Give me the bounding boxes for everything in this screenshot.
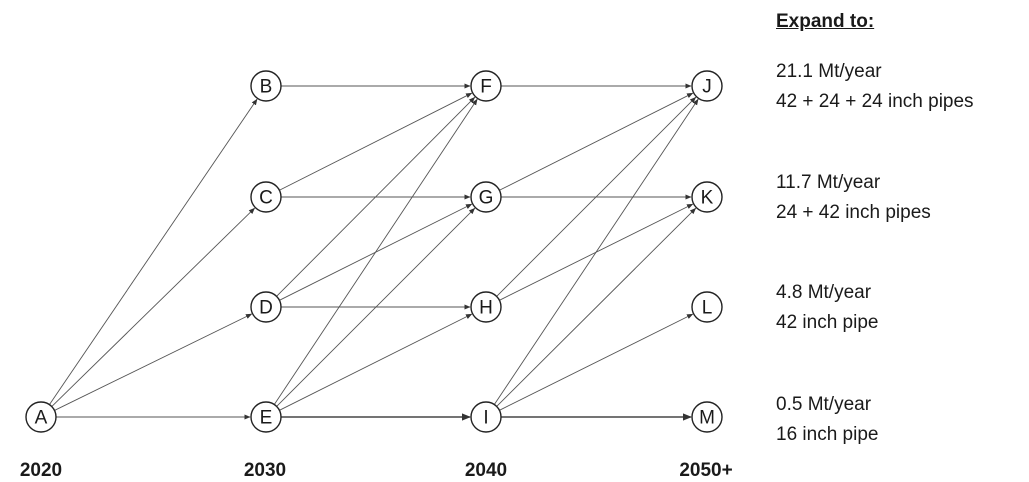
- node-d: D: [250, 291, 282, 323]
- annotation-l: 4.8 Mt/year 42 inch pipe: [776, 278, 878, 338]
- edge-c-f: [279, 92, 473, 191]
- edge-d-f: [276, 96, 476, 297]
- year-label-2050-plus: 2050+: [679, 460, 732, 481]
- annotation-l-capacity: 4.8 Mt/year: [776, 282, 872, 303]
- node-a-label: A: [35, 408, 48, 429]
- node-j-circle: [691, 70, 723, 102]
- year-label-2020: 2020: [20, 460, 62, 481]
- year-label-2040: 2040: [465, 460, 507, 481]
- node-c-label: C: [259, 188, 273, 209]
- node-e-circle: [250, 401, 282, 433]
- node-k-label: K: [701, 188, 714, 209]
- node-d-label: D: [259, 298, 273, 319]
- nodes-layer: A B C D E F G H I J K L M: [25, 70, 723, 433]
- edges-layer: [49, 83, 699, 421]
- edge-a-d: [54, 313, 253, 411]
- node-g-label: G: [479, 188, 494, 209]
- node-j: J: [691, 70, 723, 102]
- annotation-k: 11.7 Mt/year 24 + 42 inch pipes: [776, 168, 931, 228]
- node-m-circle: [691, 401, 723, 433]
- node-c-circle: [250, 181, 282, 213]
- node-j-label: J: [702, 77, 712, 98]
- node-k: K: [691, 181, 723, 213]
- node-a-circle: [25, 401, 57, 433]
- edge-i-k: [496, 207, 697, 407]
- node-g: G: [470, 181, 502, 213]
- edge-g-j: [499, 92, 694, 191]
- node-i: I: [470, 401, 502, 433]
- node-h: H: [470, 291, 502, 323]
- edge-i-l: [499, 313, 694, 411]
- expand-to-heading: Expand to:: [776, 11, 875, 32]
- node-f-label: F: [480, 77, 492, 98]
- node-b: B: [250, 70, 282, 102]
- year-axis: 2020 2030 2040 2050+: [20, 460, 733, 481]
- edge-a-b: [49, 98, 258, 405]
- annotation-l-pipes: 42 inch pipe: [776, 312, 879, 333]
- annotation-m-capacity: 0.5 Mt/year: [776, 394, 872, 415]
- node-m-label: M: [699, 408, 715, 429]
- node-f-circle: [470, 70, 502, 102]
- node-i-label: I: [483, 408, 488, 429]
- node-l-label: L: [702, 298, 713, 319]
- edge-a-c: [51, 207, 256, 407]
- node-f: F: [470, 70, 502, 102]
- annotation-j-capacity: 21.1 Mt/year: [776, 61, 882, 82]
- edge-h-j: [496, 96, 697, 297]
- node-c: C: [250, 181, 282, 213]
- node-e: E: [250, 401, 282, 433]
- annotation-j: 21.1 Mt/year 42 + 24 + 24 inch pipes: [776, 57, 974, 117]
- node-l: L: [691, 291, 723, 323]
- annotation-m: 0.5 Mt/year 16 inch pipe: [776, 390, 878, 450]
- node-k-circle: [691, 181, 723, 213]
- edge-e-g: [276, 207, 476, 407]
- node-d-circle: [250, 291, 282, 323]
- node-e-label: E: [260, 408, 273, 429]
- annotation-j-pipes: 42 + 24 + 24 inch pipes: [776, 91, 974, 112]
- node-l-circle: [691, 291, 723, 323]
- annotation-m-pipes: 16 inch pipe: [776, 424, 879, 445]
- node-b-circle: [250, 70, 282, 102]
- node-m: M: [691, 401, 723, 433]
- node-h-circle: [470, 291, 502, 323]
- node-i-circle: [470, 401, 502, 433]
- node-b-label: B: [260, 77, 273, 98]
- edge-e-h: [279, 313, 473, 411]
- edge-e-f: [273, 98, 478, 405]
- node-g-circle: [470, 181, 502, 213]
- annotation-k-pipes: 24 + 42 inch pipes: [776, 202, 931, 223]
- node-h-label: H: [479, 298, 493, 319]
- annotation-k-capacity: 11.7 Mt/year: [776, 172, 881, 193]
- node-a: A: [25, 401, 57, 433]
- edge-i-j: [493, 98, 699, 405]
- year-label-2030: 2030: [244, 460, 286, 481]
